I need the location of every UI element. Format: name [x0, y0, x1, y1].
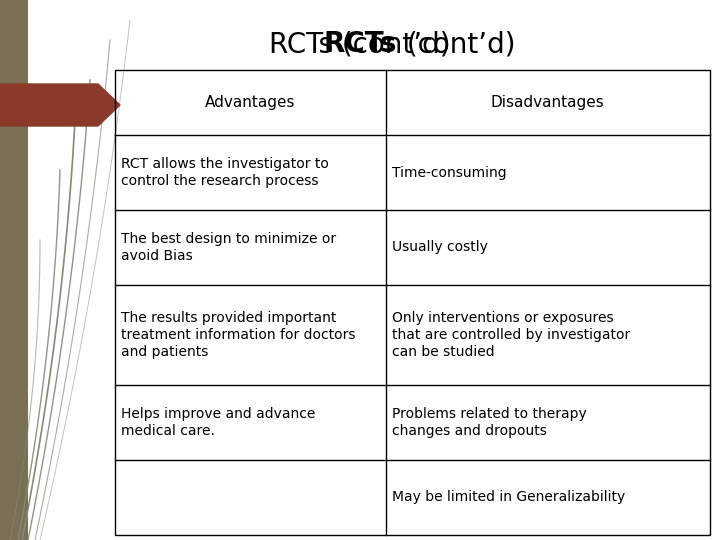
Text: May be limited in Generalizability: May be limited in Generalizability	[392, 490, 625, 504]
Bar	[0, 0, 28, 540]
Text: RCTs (cont’d): RCTs (cont’d)	[269, 30, 451, 58]
Text: The best design to minimize or
avoid Bias: The best design to minimize or avoid Bia…	[121, 232, 336, 263]
Text: Helps improve and advance
medical care.: Helps improve and advance medical care.	[121, 407, 315, 438]
Text: (cont’d): (cont’d)	[398, 30, 516, 58]
Text: Advantages: Advantages	[205, 95, 296, 110]
Text: The results provided important
treatment information for doctors
and patients: The results provided important treatment…	[121, 310, 356, 359]
Bar	[115, 70, 710, 535]
Text: RCT allows the investigator to
control the research process: RCT allows the investigator to control t…	[121, 157, 329, 188]
Text: Problems related to therapy
changes and dropouts: Problems related to therapy changes and …	[392, 407, 587, 438]
Text: Time-consuming: Time-consuming	[392, 165, 506, 179]
Text: RCTs: RCTs	[323, 30, 397, 58]
Text: Only interventions or exposures
that are controlled by investigator
can be studi: Only interventions or exposures that are…	[392, 310, 630, 359]
FancyArrow shape	[0, 84, 120, 126]
Text: Disadvantages: Disadvantages	[491, 95, 605, 110]
Text: Usually costly: Usually costly	[392, 240, 487, 254]
